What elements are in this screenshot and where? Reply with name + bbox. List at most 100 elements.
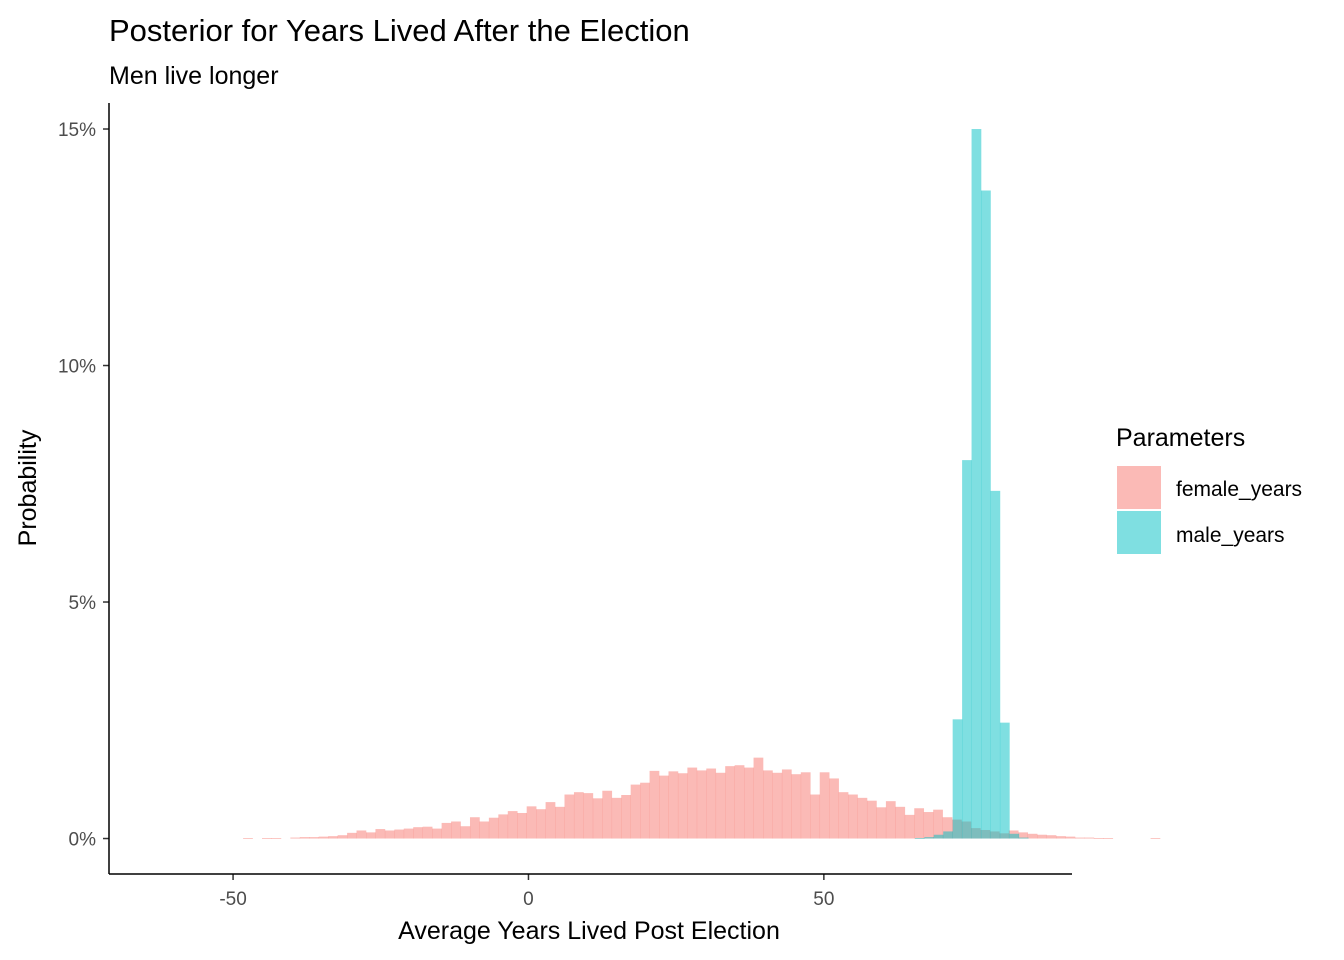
bar-female-years bbox=[271, 838, 282, 839]
bar-female-years bbox=[375, 829, 386, 839]
bar-male-years bbox=[952, 719, 963, 839]
bar-female-years bbox=[1150, 838, 1161, 839]
bar-female-years bbox=[876, 807, 887, 839]
bar-female-years bbox=[583, 793, 594, 839]
bar-female-years bbox=[564, 794, 575, 839]
bar-female-years bbox=[819, 772, 830, 839]
y-tick-label: 0% bbox=[69, 830, 97, 851]
bar-male-years bbox=[971, 129, 982, 839]
bar-female-years bbox=[243, 838, 253, 839]
bar-female-years bbox=[1074, 837, 1085, 839]
bar-female-years bbox=[800, 772, 811, 839]
bar-female-years bbox=[413, 827, 424, 839]
chart-subtitle: Men live longer bbox=[109, 62, 279, 90]
bar-female-years bbox=[555, 806, 565, 839]
ticks-layer: -50 0 50 0% 5% 10% 15% bbox=[58, 120, 834, 910]
bar-female-years bbox=[923, 812, 934, 839]
bar-male-years bbox=[990, 490, 1001, 839]
legend-swatch-female bbox=[1117, 466, 1161, 509]
y-tick-label: 5% bbox=[69, 593, 97, 614]
bar-female-years bbox=[668, 771, 679, 839]
bar-female-years bbox=[347, 832, 357, 839]
bar-female-years bbox=[366, 832, 376, 839]
bar-female-years bbox=[914, 808, 925, 839]
bar-female-years bbox=[744, 767, 754, 839]
chart-title: Posterior for Years Lived After the Elec… bbox=[109, 13, 690, 48]
bar-female-years bbox=[602, 790, 613, 839]
bar-male-years bbox=[999, 722, 1010, 839]
bar-female-years bbox=[611, 797, 622, 839]
bar-female-years bbox=[791, 774, 802, 839]
y-tick-label: 10% bbox=[58, 357, 96, 378]
bar-female-years bbox=[441, 822, 452, 839]
bar-female-years bbox=[630, 784, 641, 839]
bar-female-years bbox=[857, 797, 868, 839]
bar-female-years bbox=[1084, 837, 1095, 839]
bar-female-years bbox=[838, 792, 849, 839]
bar-female-years bbox=[451, 821, 461, 839]
bar-female-years bbox=[517, 812, 527, 839]
bar-female-years bbox=[649, 770, 660, 839]
bar-male-years bbox=[924, 837, 935, 839]
bar-female-years bbox=[422, 826, 433, 839]
bar-female-years bbox=[1103, 838, 1114, 839]
bar-female-years bbox=[866, 800, 877, 839]
bar-female-years bbox=[1027, 833, 1038, 839]
x-axis-title: Average Years Lived Post Election bbox=[398, 917, 780, 945]
legend-label-male: male_years bbox=[1176, 524, 1285, 547]
bar-female-years bbox=[885, 801, 896, 839]
bar-female-years bbox=[592, 798, 603, 839]
legend-label-female: female_years bbox=[1176, 478, 1302, 501]
bar-female-years bbox=[848, 794, 858, 839]
bar-male-years bbox=[943, 831, 953, 839]
bar-female-years bbox=[526, 806, 537, 839]
bar-female-years bbox=[829, 778, 839, 839]
bar-male-years bbox=[933, 834, 944, 839]
bar-female-years bbox=[904, 814, 915, 839]
bar-female-years bbox=[687, 767, 698, 839]
bar-male-years bbox=[1018, 837, 1029, 839]
bar-female-years bbox=[895, 806, 906, 839]
bar-female-years bbox=[1056, 836, 1066, 839]
bar-female-years bbox=[536, 809, 546, 839]
bar-female-years bbox=[299, 837, 310, 839]
bar-female-years bbox=[1037, 834, 1047, 839]
bar-female-years bbox=[507, 811, 518, 839]
bar-female-years bbox=[545, 802, 556, 839]
bar-female-years bbox=[328, 836, 338, 839]
bar-female-years bbox=[384, 830, 395, 839]
bar-female-years bbox=[1046, 835, 1057, 839]
bar-female-years bbox=[772, 772, 783, 839]
bar-female-years bbox=[356, 830, 367, 839]
bar-female-years bbox=[810, 794, 821, 839]
bar-female-years bbox=[933, 809, 943, 839]
bar-female-years bbox=[469, 817, 480, 839]
bar-female-years bbox=[725, 766, 735, 839]
bar-female-years bbox=[659, 775, 669, 839]
bar-female-years bbox=[309, 837, 320, 839]
bar-female-years bbox=[573, 792, 584, 839]
bar-female-years bbox=[706, 768, 717, 839]
bars-layer bbox=[243, 129, 1161, 839]
bar-female-years bbox=[498, 814, 509, 839]
bar-female-years bbox=[763, 770, 773, 839]
bar-female-years bbox=[318, 836, 329, 839]
bar-female-years bbox=[337, 835, 348, 839]
x-tick-label: -50 bbox=[219, 889, 246, 910]
bar-female-years bbox=[290, 837, 301, 839]
bar-female-years bbox=[715, 772, 726, 839]
bar-female-years bbox=[621, 795, 631, 839]
bar-female-years bbox=[394, 829, 405, 839]
bar-female-years bbox=[677, 773, 688, 839]
bar-female-years bbox=[753, 757, 764, 839]
bar-female-years bbox=[1018, 832, 1028, 839]
bar-female-years bbox=[488, 817, 499, 839]
bar-female-years bbox=[479, 821, 490, 839]
y-axis-title: Probability bbox=[14, 429, 42, 546]
bar-female-years bbox=[1065, 836, 1076, 839]
bar-female-years bbox=[432, 828, 442, 839]
bar-male-years bbox=[914, 838, 925, 839]
bar-female-years bbox=[734, 765, 745, 839]
x-tick-label: 50 bbox=[813, 889, 834, 910]
